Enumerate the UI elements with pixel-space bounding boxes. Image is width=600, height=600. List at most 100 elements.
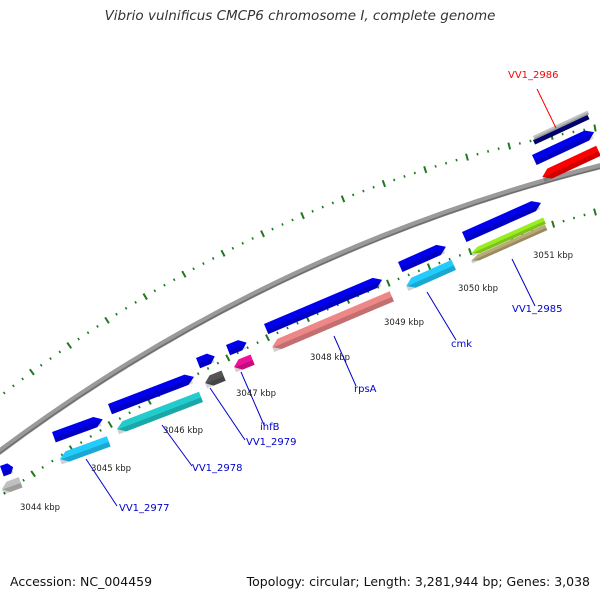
scale-label-3051: 3051 kbp	[533, 251, 573, 261]
inner-tick-24	[225, 354, 231, 362]
gene-label-vv1-2977[interactable]: VV1_2977	[119, 503, 170, 514]
outer-tick-45	[434, 164, 437, 168]
gene-label-vv1-2979[interactable]: VV1_2979	[246, 437, 297, 448]
feature-vv1-2977-fwd	[52, 416, 103, 443]
outer-tick-38	[362, 189, 365, 193]
feature-vv1-2979-rev-body	[205, 370, 226, 386]
feature-vv1-2978-fwd-shade	[110, 378, 193, 415]
feature-vv1-2985-rev-b-body	[471, 224, 548, 261]
summary-text: Topology: circular; Length: 3,281,944 bp…	[246, 574, 590, 589]
outer-tick-7	[58, 350, 62, 354]
inner-tick-44	[426, 263, 432, 271]
feature-vv1-2977-rev-shade	[60, 441, 111, 465]
outer-tick-33	[311, 209, 314, 213]
feature-rpsa-rev-body	[272, 291, 394, 349]
label-layer: 3044 kbp 3045 kbp 3046 kbp 3047 kbp 3048…	[20, 70, 573, 514]
feature-vv1-2985-fwd-body	[462, 201, 541, 243]
feature-cmk-rev-body	[406, 259, 456, 288]
leader-line-4	[333, 335, 357, 387]
inner-tick-12	[107, 420, 113, 428]
outer-tick-23	[211, 256, 215, 260]
scale-label-3044: 3044 kbp	[20, 503, 60, 513]
outer-tick-54	[529, 139, 532, 143]
leader-line-6	[511, 258, 536, 307]
outer-tick-27	[251, 237, 254, 240]
outer-tick-50	[486, 150, 490, 153]
inner-tick-43	[417, 269, 421, 273]
outer-tick-53	[518, 142, 521, 145]
gene-label-cmk[interactable]: cmk	[451, 339, 472, 350]
map-title: Vibrio vulnificus CMCP6 chromosome I, co…	[104, 8, 496, 24]
feature-edge-rev	[1, 477, 23, 495]
inner-tick-23	[216, 361, 220, 365]
outer-tick-2	[12, 384, 15, 388]
outer-tick-44	[423, 165, 428, 174]
feature-vv1-2985-rev-b-shade	[471, 227, 548, 264]
feature-vv1-2977-rev-body	[59, 436, 111, 462]
feature-vv1-2977-fwd-shade	[54, 420, 102, 443]
feature-vv1-2986-rev-shade	[542, 151, 600, 182]
feature-vv1-2978-rev-body	[116, 391, 203, 432]
feature-ihfb-rev-body	[234, 354, 255, 370]
inner-tick-56	[551, 220, 556, 228]
feature-ihfb-rev-shade	[234, 360, 255, 373]
inner-tick-45	[438, 261, 441, 265]
feature-ihfb-fwd-shade	[228, 344, 247, 356]
inner-tick-9	[79, 441, 83, 444]
outer-tick-9	[77, 337, 80, 341]
scale-label-3047: 3047 kbp	[236, 389, 276, 399]
outer-tick-16	[142, 293, 148, 301]
leader-line-5	[426, 291, 457, 341]
feature-vv1-2979-rev	[205, 370, 226, 389]
scale-label-3048: 3048 kbp	[310, 353, 350, 363]
outer-tick-21	[192, 267, 195, 271]
inner-tick-57	[562, 219, 565, 223]
outer-tick-47	[455, 158, 458, 162]
feature-vv1-2986-fwd-shade	[534, 133, 594, 165]
outer-tick-43	[413, 171, 416, 175]
outer-tick-24	[220, 249, 226, 257]
outer-tick-11	[96, 325, 99, 328]
feature-highlight-silver-shade	[533, 112, 590, 140]
feature-vv1-2978-rev	[116, 391, 203, 435]
scale-label-3045: 3045 kbp	[91, 464, 131, 474]
leader-line-0	[85, 458, 118, 507]
outer-tick-19	[172, 278, 176, 282]
feature-vv1-2985-fwd	[462, 201, 541, 243]
feature-rpsa-fwd	[264, 277, 383, 335]
outer-tick-52	[507, 142, 512, 150]
feature-cmk-fwd-body	[398, 244, 446, 273]
feature-rpsa-rev-shade	[272, 296, 394, 353]
feature-cmk-fwd-shade	[400, 248, 446, 273]
inner-tick-46	[448, 257, 451, 261]
feature-vv1-2979-fwd-shade	[198, 357, 215, 369]
gene-label-vv1-2986[interactable]: VV1_2986	[508, 70, 559, 81]
outer-tick-37	[352, 193, 355, 197]
accession-text: Accession: NC_004459	[10, 574, 153, 589]
feature-vv1-2985-rev-a-body	[471, 217, 546, 254]
outer-tick-3	[21, 377, 24, 381]
outer-tick-40	[381, 179, 387, 188]
inner-tick-58	[572, 216, 576, 220]
feature-vv1-2978-rev-shade	[117, 397, 203, 435]
outer-tick-10	[86, 331, 90, 335]
feature-vv1-2985-fwd-shade	[464, 204, 541, 243]
feature-vv1-2985-rev-a	[471, 217, 546, 257]
leader-line-1	[161, 424, 193, 467]
gene-label-vv1-2978[interactable]: VV1_2978	[192, 463, 243, 474]
feature-vv1-2978-fwd	[108, 374, 194, 415]
inner-tick-21	[196, 372, 200, 376]
gene-label-ihfb[interactable]: ihfB	[260, 422, 280, 433]
gene-label-rpsa[interactable]: rpsA	[354, 384, 377, 395]
inner-tick-14	[128, 411, 131, 415]
outer-tick-ring	[2, 124, 597, 395]
outer-tick-22	[202, 262, 205, 266]
outer-tick-17	[153, 289, 157, 293]
inner-tick-48	[468, 248, 473, 256]
outer-tick-29	[271, 227, 274, 231]
outer-tick-1	[2, 391, 6, 395]
gene-label-vv1-2985[interactable]: VV1_2985	[512, 304, 563, 315]
outer-tick-26	[241, 241, 244, 245]
feature-rpsa-rev	[272, 291, 394, 353]
inner-tick-11	[99, 428, 102, 432]
